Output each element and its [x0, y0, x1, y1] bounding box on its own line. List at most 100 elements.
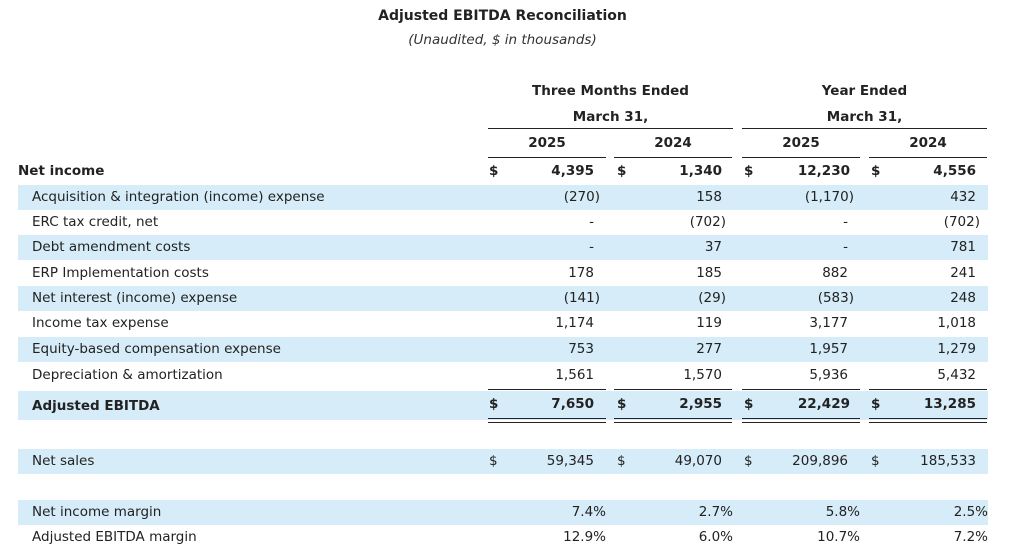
value-y2025: 12,230 — [797, 163, 850, 179]
dollar-sign: $ — [617, 396, 627, 412]
value-q2025: 753 — [568, 341, 594, 357]
row-label: Net sales — [32, 453, 95, 469]
dollar-sign: $ — [871, 163, 881, 179]
value-q2025: 1,561 — [555, 367, 594, 383]
value-y2024: 1,018 — [937, 315, 976, 331]
value-y2024: 432 — [950, 189, 976, 205]
total-double-rule-2 — [614, 418, 732, 423]
subtotal-rule-2 — [614, 389, 732, 390]
value-q2024: 277 — [696, 341, 722, 357]
year-rule-4 — [869, 157, 987, 158]
year-rule-3 — [742, 157, 860, 158]
dollar-sign: $ — [489, 453, 498, 469]
value-q2024: 185 — [696, 265, 722, 281]
row-label: Income tax expense — [32, 315, 169, 331]
header-three-months-line1: Three Months Ended — [532, 83, 689, 99]
value-y2024: (702) — [943, 214, 980, 230]
table-row-net-income-margin: Net income margin 7.4% 2.7% 5.8% 2.5% — [18, 500, 988, 525]
value-y2025: 22,429 — [797, 396, 850, 412]
table-row-net-income: Net income $ 4,395 $ 1,340 $ 12,230 $ 4,… — [18, 159, 988, 184]
value-y2024: 2.5% — [953, 504, 988, 520]
value-q2025: (270) — [563, 189, 600, 205]
value-q2024: (29) — [698, 290, 726, 306]
value-y2025: - — [843, 239, 848, 255]
table-row: Debt amendment costs - 37 - 781 — [18, 235, 988, 260]
value-q2024: 158 — [696, 189, 722, 205]
table-row: ERP Implementation costs 178 185 882 241 — [18, 261, 988, 286]
total-double-rule-4 — [869, 418, 987, 423]
value-y2025: - — [843, 214, 848, 230]
dollar-sign: $ — [744, 163, 754, 179]
header-year-line2: March 31, — [826, 109, 903, 125]
value-q2024: 49,070 — [674, 453, 722, 469]
value-q2024: 2.7% — [698, 504, 733, 520]
value-q2025: 7,650 — [551, 396, 594, 412]
row-label: Net income margin — [32, 504, 162, 520]
row-label: Acquisition & integration (income) expen… — [32, 189, 325, 205]
value-y2025: 3,177 — [809, 315, 848, 331]
table-row-net-sales: Net sales $ 59,345 $ 49,070 $ 209,896 $ … — [18, 449, 988, 474]
row-label: Net income — [18, 163, 105, 179]
year-header-y-2024: 2024 — [909, 135, 947, 151]
dollar-sign: $ — [871, 396, 881, 412]
value-y2025: 5,936 — [809, 367, 848, 383]
total-double-rule-1 — [488, 418, 606, 423]
header-rule-year — [742, 128, 987, 129]
value-q2025: (141) — [563, 290, 600, 306]
value-q2025: - — [589, 239, 594, 255]
value-q2024: 6.0% — [698, 529, 733, 545]
value-y2024: 7.2% — [953, 529, 988, 545]
value-q2024: (702) — [689, 214, 726, 230]
value-y2024: 781 — [950, 239, 976, 255]
value-y2024: 1,279 — [937, 341, 976, 357]
year-rule-1 — [488, 157, 606, 158]
table-row-adjusted-ebitda-margin: Adjusted EBITDA margin 12.9% 6.0% 10.7% … — [18, 525, 988, 550]
value-y2025: 1,957 — [809, 341, 848, 357]
value-q2025: 1,174 — [555, 315, 594, 331]
table-row: Net interest (income) expense (141) (29)… — [18, 286, 988, 311]
value-q2024: 37 — [704, 239, 722, 255]
table-subtitle: (Unaudited, $ in thousands) — [408, 32, 597, 48]
year-header-y-2025: 2025 — [782, 135, 820, 151]
subtotal-rule-3 — [742, 389, 860, 390]
table-row: Income tax expense 1,174 119 3,177 1,018 — [18, 311, 988, 336]
value-y2025: 882 — [822, 265, 848, 281]
year-header-q-2024: 2024 — [654, 135, 692, 151]
table-row: Acquisition & integration (income) expen… — [18, 185, 988, 210]
value-q2025: 4,395 — [551, 163, 594, 179]
year-header-q-2025: 2025 — [528, 135, 566, 151]
table-row-adjusted-ebitda: Adjusted EBITDA $ 7,650 $ 2,955 $ 22,429… — [18, 391, 988, 420]
header-year-line1: Year Ended — [821, 83, 908, 99]
row-label: Net interest (income) expense — [32, 290, 238, 306]
value-q2024: 119 — [696, 315, 722, 331]
value-y2024: 248 — [950, 290, 976, 306]
value-y2024: 5,432 — [937, 367, 976, 383]
value-y2025: 5.8% — [825, 504, 860, 520]
value-y2025: 209,896 — [792, 453, 848, 469]
value-q2025: 59,345 — [546, 453, 594, 469]
total-double-rule-3 — [742, 418, 860, 423]
value-q2024: 2,955 — [679, 396, 722, 412]
subtotal-rule-4 — [869, 389, 987, 390]
value-y2025: 10.7% — [817, 529, 860, 545]
year-rule-2 — [614, 157, 732, 158]
header-rule-three-months — [488, 128, 733, 129]
row-label: Equity-based compensation expense — [32, 341, 281, 357]
header-three-months-line2: March 31, — [572, 109, 649, 125]
value-y2024: 241 — [950, 265, 976, 281]
row-label: ERP Implementation costs — [32, 265, 209, 281]
value-y2025: (1,170) — [804, 189, 854, 205]
value-q2025: 12.9% — [563, 529, 606, 545]
table-row: Depreciation & amortization 1,561 1,570 … — [18, 363, 988, 388]
row-label: ERC tax credit, net — [32, 214, 159, 230]
value-y2024: 185,533 — [920, 453, 976, 469]
table-row: ERC tax credit, net - (702) - (702) — [18, 210, 988, 235]
dollar-sign: $ — [744, 453, 753, 469]
value-q2025: 7.4% — [571, 504, 606, 520]
value-q2025: - — [589, 214, 594, 230]
value-q2024: 1,340 — [679, 163, 722, 179]
value-q2024: 1,570 — [683, 367, 722, 383]
value-y2025: (583) — [817, 290, 854, 306]
dollar-sign: $ — [871, 453, 880, 469]
value-y2024: 4,556 — [933, 163, 976, 179]
